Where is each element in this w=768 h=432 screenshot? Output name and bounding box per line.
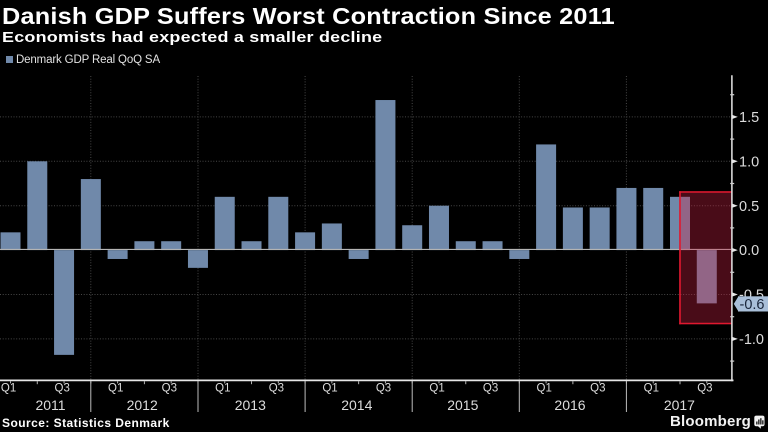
svg-text:Q1: Q1	[1, 383, 16, 395]
svg-text:Q3: Q3	[55, 383, 70, 395]
svg-text:2017: 2017	[664, 397, 695, 413]
svg-text:1.5: 1.5	[739, 110, 759, 126]
svg-text:-0.6: -0.6	[740, 297, 765, 313]
svg-text:Q3: Q3	[162, 383, 177, 395]
svg-text:Q1: Q1	[322, 383, 337, 395]
svg-text:Q1: Q1	[108, 383, 123, 395]
svg-text:1.0: 1.0	[739, 154, 759, 170]
svg-text:Q3: Q3	[483, 383, 498, 395]
svg-text:2015: 2015	[447, 397, 478, 413]
svg-text:2016: 2016	[554, 397, 585, 413]
svg-text:0.5: 0.5	[739, 199, 759, 215]
svg-text:Q1: Q1	[644, 383, 659, 395]
svg-text:Q1: Q1	[215, 383, 230, 395]
svg-text:Q1: Q1	[537, 383, 552, 395]
svg-text:2011: 2011	[35, 397, 65, 413]
svg-text:Q3: Q3	[269, 383, 284, 395]
svg-text:2012: 2012	[127, 397, 158, 413]
svg-text:Q3: Q3	[590, 383, 605, 395]
svg-text:Q3: Q3	[697, 383, 712, 395]
svg-text:0.0: 0.0	[739, 243, 759, 259]
svg-text:Q3: Q3	[376, 383, 391, 395]
svg-text:-1.0: -1.0	[739, 332, 764, 348]
svg-text:2013: 2013	[235, 397, 266, 413]
svg-text:2014: 2014	[341, 397, 372, 413]
svg-text:Q1: Q1	[429, 383, 444, 395]
